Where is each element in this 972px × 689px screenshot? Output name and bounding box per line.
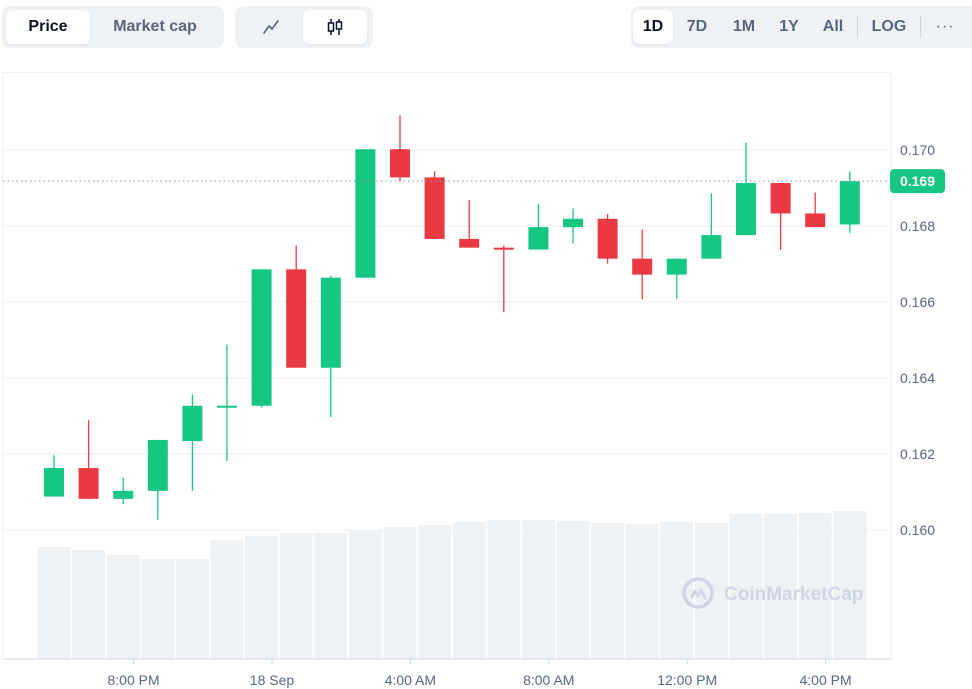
y-tick-label: 0.168 [900, 218, 935, 234]
x-tick-label: 4:00 AM [385, 672, 436, 688]
line-chart-icon [263, 20, 279, 34]
metric-toggle: Price Market cap [2, 6, 224, 48]
x-tick-label: 8:00 PM [108, 672, 160, 688]
more-options-button[interactable]: ··· [935, 18, 955, 35]
candlestick-icon [327, 19, 343, 35]
range-all[interactable]: All [822, 18, 844, 35]
range-1y[interactable]: 1Y [779, 18, 799, 35]
log-scale-button[interactable]: LOG [871, 18, 907, 35]
divider [857, 16, 858, 38]
x-tick-label: 12:00 PM [657, 672, 717, 688]
x-tick-label: 4:00 PM [800, 672, 852, 688]
divider [920, 16, 921, 38]
x-tick-label: 8:00 AM [523, 672, 574, 688]
range-1m[interactable]: 1M [732, 18, 756, 35]
range-7d[interactable]: 7D [686, 18, 708, 35]
candlestick-chart-button[interactable] [303, 10, 367, 44]
chart-type-toggle [235, 6, 373, 48]
line-chart-button[interactable] [239, 10, 303, 44]
x-tick-label: 18 Sep [250, 672, 295, 688]
y-tick-label: 0.170 [900, 142, 935, 158]
tab-price[interactable]: Price [6, 10, 90, 44]
y-tick-label: 0.162 [900, 446, 935, 462]
y-tick-label: 0.166 [900, 294, 935, 310]
chart-frame [2, 72, 892, 659]
range-1d[interactable]: 1D [633, 10, 673, 44]
range-toggle: 1D 7D 1M 1Y All LOG ··· [631, 6, 972, 48]
current-price-tag [890, 169, 945, 194]
y-tick-label: 0.164 [900, 370, 935, 386]
tab-market-cap[interactable]: Market cap [113, 18, 197, 35]
y-tick-label: 0.160 [900, 522, 935, 538]
current-price-label: 0.169 [900, 173, 935, 189]
